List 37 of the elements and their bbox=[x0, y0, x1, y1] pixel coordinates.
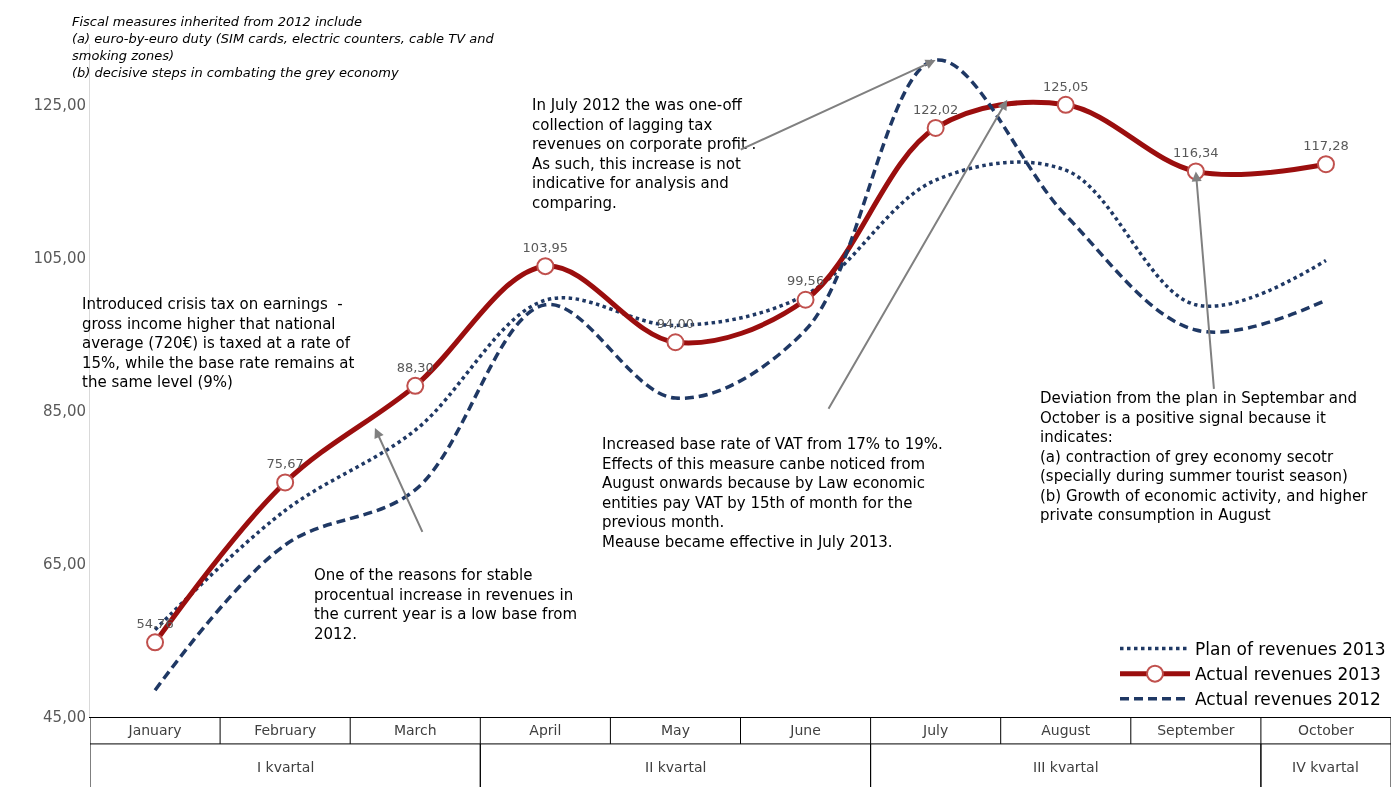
data-label: 116,34 bbox=[1173, 145, 1219, 161]
y-tick-label: 65,00 bbox=[43, 555, 86, 574]
annotation: Fiscal measures inherited from 2012 include (a) euro-by-euro duty (SIM cards, electric counters, cable TV and smoking zones) (b) decisive steps in combating the grey economy bbox=[72, 14, 495, 80]
x-tick-label: October bbox=[1297, 721, 1355, 738]
x-tick-label: July bbox=[922, 721, 949, 738]
x-tick-label: June bbox=[789, 721, 821, 738]
data-label: 75,67 bbox=[266, 456, 304, 472]
legend-label: Actual revenues 2013 bbox=[1195, 664, 1381, 685]
text: III kvartal bbox=[1033, 759, 1099, 775]
x-tick-label: March bbox=[393, 721, 437, 738]
data-label: 88,30 bbox=[396, 359, 434, 375]
annotation: Deviation from the plan in Septembar and October is a positive signal because it indicates: (a) contraction of grey economy secotr (specially during summer tourist season) (b) Growth of economic activity, and higher private consumption in August bbox=[1040, 389, 1369, 524]
y-tick-label: 105,00 bbox=[33, 249, 86, 268]
x-tick-label: September bbox=[1157, 721, 1235, 738]
y-tick-label: 125,00 bbox=[33, 96, 86, 115]
annotation: One of the reasons for stable procentual increase in revenues in the current year is a low base from 2012. bbox=[314, 566, 578, 643]
x-tick-label: May bbox=[660, 721, 690, 738]
data-label: 125,05 bbox=[1043, 78, 1089, 94]
annotation: Increased base rate of VAT from 17% to 19%. Effects of this measure canbe noticed from August onwards because by Law economic entities pay VAT by 15th of month for the previous month. Meause became effective in July 2013. bbox=[602, 435, 943, 551]
legend-label: Actual revenues 2012 bbox=[1195, 689, 1381, 710]
data-label: 99,56 bbox=[786, 273, 825, 289]
data-label: 117,28 bbox=[1303, 137, 1349, 153]
text: IV kvartal bbox=[1292, 759, 1359, 775]
y-tick-label: 85,00 bbox=[43, 402, 86, 421]
x-tick-label: February bbox=[254, 721, 317, 738]
text: II kvartal bbox=[645, 759, 707, 775]
text: I kvartal bbox=[257, 759, 315, 775]
annotation: Introduced crisis tax on earnings - gross income higher that national average (720€) is taxed at a rate of 15%, while the base rate remains at the same level (9%) bbox=[82, 295, 355, 391]
y-tick-label: 45,00 bbox=[43, 708, 86, 727]
legend-label: Plan of revenues 2013 bbox=[1195, 639, 1386, 660]
data-label: 94,00 bbox=[656, 316, 695, 332]
x-tick-label: April bbox=[529, 721, 562, 738]
data-label: 103,95 bbox=[522, 239, 569, 255]
x-tick-label: August bbox=[1041, 721, 1091, 738]
annotation: In July 2012 the was one-off collection of lagging tax revenues on corporate profit . As such, this increase is not indicative for analysis and comparing. bbox=[532, 96, 757, 212]
x-tick-label: January bbox=[127, 721, 182, 738]
data-label: 122,02 bbox=[912, 101, 959, 117]
